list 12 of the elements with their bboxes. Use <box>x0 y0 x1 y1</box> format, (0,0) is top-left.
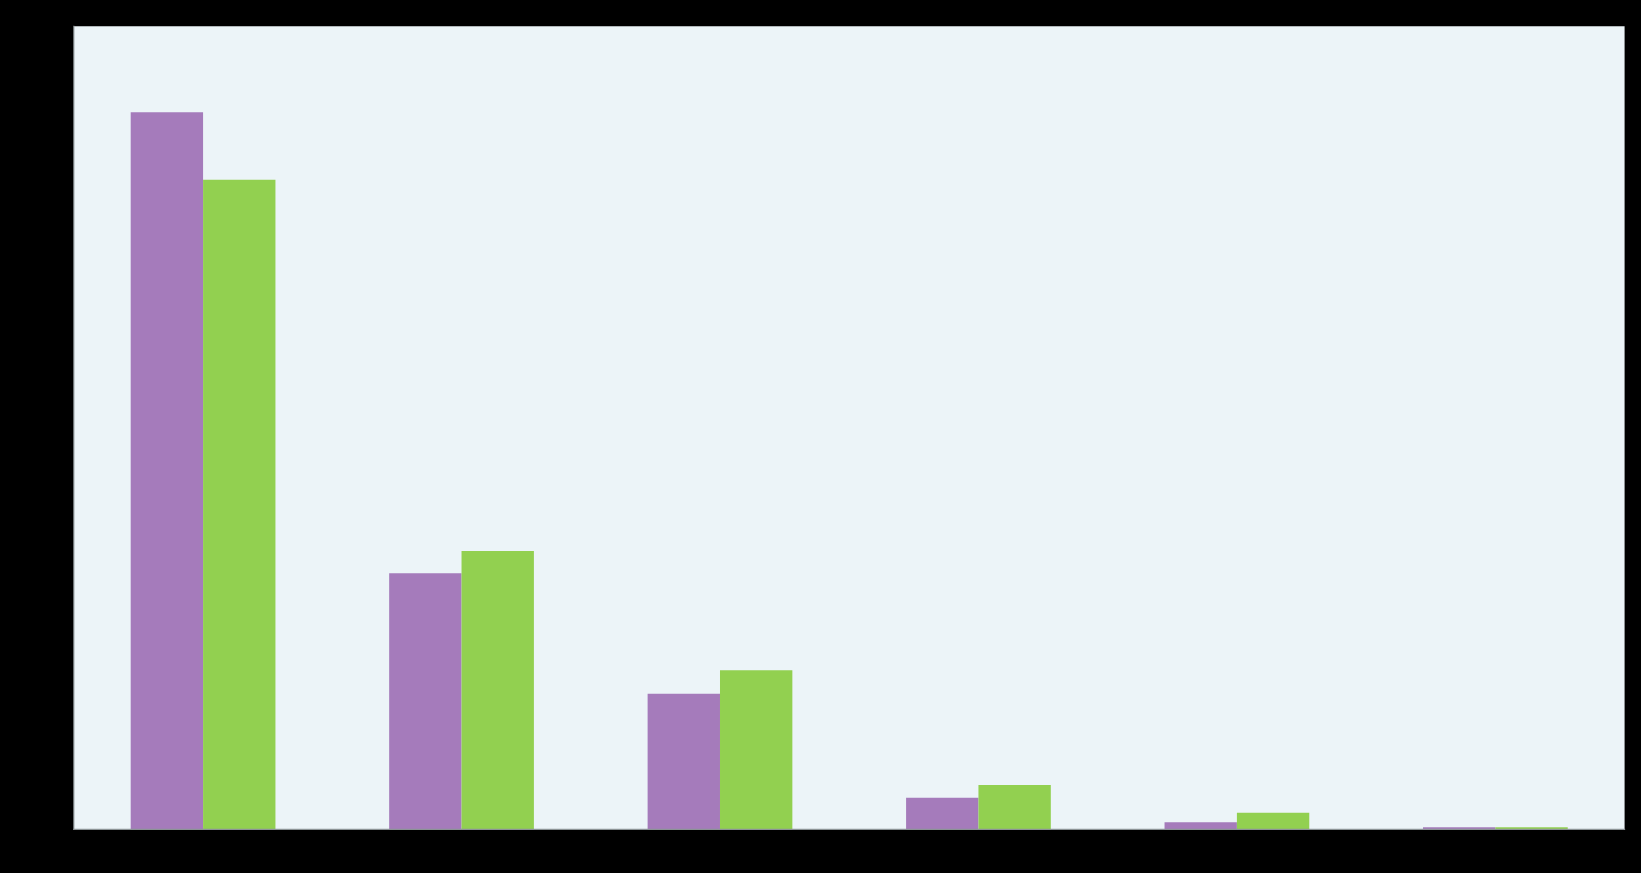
bar <box>1422 827 1496 830</box>
bar <box>1236 812 1310 830</box>
bar <box>389 573 462 830</box>
bar <box>1495 827 1568 830</box>
bar <box>906 797 979 830</box>
bar <box>647 693 720 830</box>
bar <box>719 670 793 830</box>
bar <box>461 551 534 830</box>
bar <box>130 112 204 830</box>
bar <box>1164 822 1237 830</box>
bar <box>978 784 1051 830</box>
bar <box>203 179 276 830</box>
